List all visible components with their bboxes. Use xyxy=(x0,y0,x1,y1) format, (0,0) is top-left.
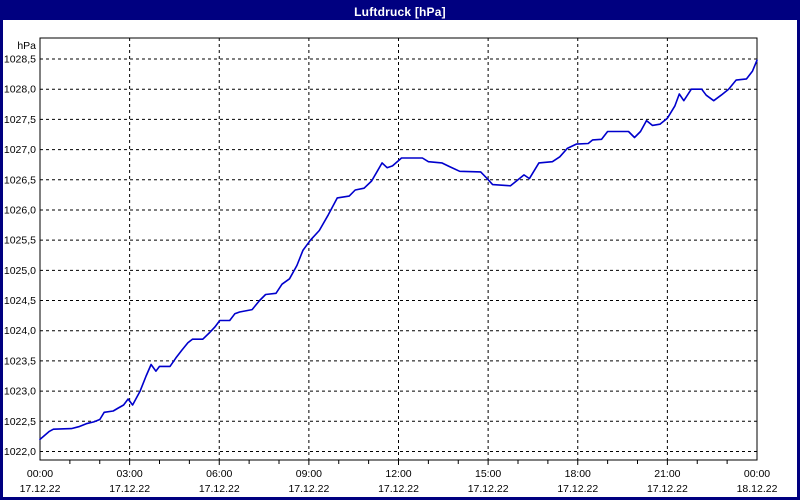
pressure-series-line xyxy=(39,59,758,441)
title-bar: Luftdruck [hPa] xyxy=(3,3,797,20)
x-tick-time-label: 09:00 xyxy=(296,468,322,480)
x-tick-date-label: 17.12.22 xyxy=(378,483,419,495)
y-tick-label: 1026,5 xyxy=(4,174,36,186)
y-tick-label: 1022,5 xyxy=(4,416,36,428)
y-tick-label: 1024,5 xyxy=(4,295,36,307)
x-tick-time-label: 03:00 xyxy=(116,468,142,480)
x-tick-time-label: 15:00 xyxy=(475,468,501,480)
y-tick-label: 1026,0 xyxy=(4,204,36,216)
y-tick-label: 1025,5 xyxy=(4,235,36,247)
y-tick-label: 1028,5 xyxy=(4,54,36,66)
x-tick-date-label: 17.12.22 xyxy=(468,483,509,495)
y-tick-label: 1024,0 xyxy=(4,325,36,337)
plot-border xyxy=(39,37,758,461)
y-tick-label: 1025,0 xyxy=(4,265,36,277)
x-tick-date-label: 17.12.22 xyxy=(557,483,598,495)
pressure-line-chart: hPa 1028,5 1028,0 1027,5 1027,0 1026,5 1026,0… xyxy=(4,37,778,495)
chart-title: Luftdruck [hPa] xyxy=(354,4,446,19)
chart-area: hPa 1028,5 1028,0 1027,5 1027,0 1026,5 1026,0… xyxy=(3,20,797,497)
x-tick-date-label: 17.12.22 xyxy=(199,483,240,495)
y-tick-label: 1027,5 xyxy=(4,114,36,126)
y-tick-label: 1023,0 xyxy=(4,386,36,398)
y-tick-label: 1022,0 xyxy=(4,446,36,458)
y-axis-unit-label: hPa xyxy=(17,40,36,52)
x-tick-time-label: 12:00 xyxy=(385,468,411,480)
x-tick-time-label: 06:00 xyxy=(206,468,232,480)
x-tick-date-label: 18.12.22 xyxy=(737,483,778,495)
y-tick-label: 1028,0 xyxy=(4,84,36,96)
x-tick-date-label: 17.12.22 xyxy=(647,483,688,495)
x-tick-time-label: 21:00 xyxy=(654,468,680,480)
y-tick-label: 1023,5 xyxy=(4,355,36,367)
x-tick-time-label: 18:00 xyxy=(565,468,591,480)
x-tick-date-label: 17.12.22 xyxy=(109,483,150,495)
y-tick-label: 1027,0 xyxy=(4,144,36,156)
x-tick-time-label: 00:00 xyxy=(744,468,770,480)
x-tick-date-label: 17.12.22 xyxy=(288,483,329,495)
x-tick-time-label: 00:00 xyxy=(27,468,53,480)
x-tick-date-label: 17.12.22 xyxy=(20,483,61,495)
